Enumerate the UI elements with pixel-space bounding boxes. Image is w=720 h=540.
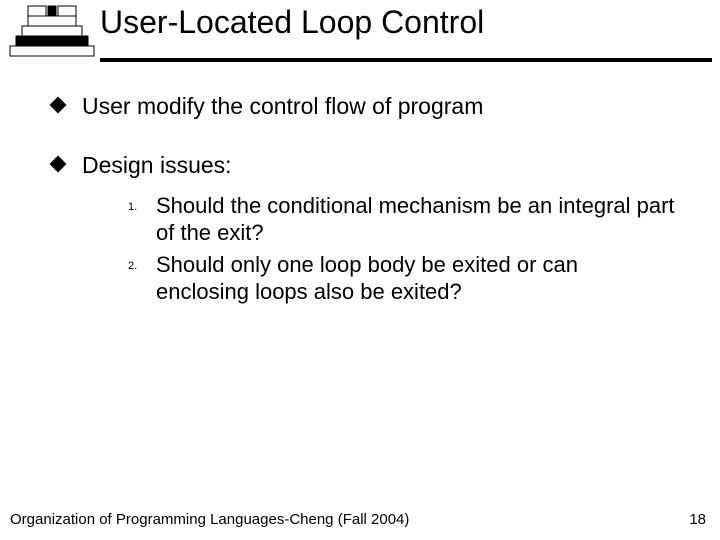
diamond-bullet-icon xyxy=(50,97,67,114)
list-item: 2. Should only one loop body be exited o… xyxy=(128,251,692,306)
list-number: 1. xyxy=(128,192,156,213)
page-number: 18 xyxy=(689,511,706,528)
header-area: User-Located Loop Control xyxy=(0,0,720,68)
list-text: Should only one loop body be exited or c… xyxy=(156,251,676,306)
bullet-text: Design issues: xyxy=(82,151,232,180)
list-number: 2. xyxy=(128,251,156,272)
slide-title: User-Located Loop Control xyxy=(100,4,484,41)
diamond-bullet-icon xyxy=(50,155,67,172)
bullet-item: User modify the control flow of program xyxy=(52,92,692,121)
numbered-list: 1. Should the conditional mechanism be a… xyxy=(128,192,692,306)
list-text: Should the conditional mechanism be an i… xyxy=(156,192,676,247)
footer-text: Organization of Programming Languages-Ch… xyxy=(10,511,409,528)
pyramid-icon xyxy=(8,2,98,60)
bullet-text: User modify the control flow of program xyxy=(82,92,483,121)
content-area: User modify the control flow of program … xyxy=(52,92,692,310)
title-rule xyxy=(100,58,712,62)
bullet-item: Design issues: xyxy=(52,151,692,180)
list-item: 1. Should the conditional mechanism be a… xyxy=(128,192,692,247)
